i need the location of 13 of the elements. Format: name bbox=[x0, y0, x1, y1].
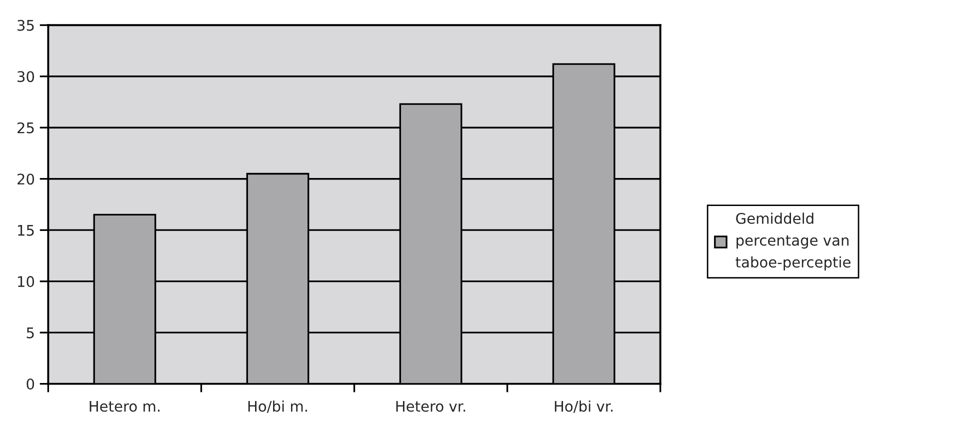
y-tick-label: 0 bbox=[26, 378, 34, 390]
x-tick-label: Hetero m. bbox=[90, 400, 160, 412]
legend-label: Gemiddeld percentage van taboe-perceptie bbox=[736, 212, 850, 270]
y-tick-label: 5 bbox=[26, 327, 34, 338]
y-tick-label: 10 bbox=[18, 276, 34, 288]
y-tick-label: 30 bbox=[18, 71, 34, 82]
y-tick-label: 25 bbox=[18, 122, 34, 134]
y-tick-label: 20 bbox=[18, 174, 34, 185]
y-tick-label: 35 bbox=[18, 20, 34, 31]
x-tick-label: Hetero vr. bbox=[396, 400, 466, 412]
x-tick-label: Ho/bi vr. bbox=[554, 400, 613, 413]
x-tick-label: Ho/bi m. bbox=[248, 400, 307, 413]
y-tick-label: 15 bbox=[18, 225, 34, 236]
